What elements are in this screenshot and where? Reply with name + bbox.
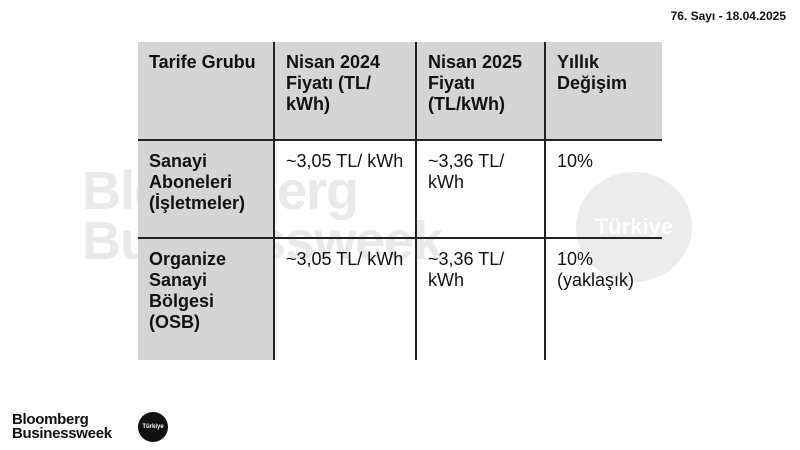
table-cell: ~3,05 TL/ kWh xyxy=(273,237,416,360)
footer-logo-badge: Türkiye xyxy=(138,412,168,442)
header-cell: Nisan 2024 Fiyatı (TL/ kWh) xyxy=(273,42,416,140)
row-label-cell: Sanayi Aboneleri (İşletmeler) xyxy=(138,139,274,238)
table-header-row: Tarife Grubu Nisan 2024 Fiyatı (TL/ kWh)… xyxy=(138,42,662,140)
header-cell: Nisan 2025 Fiyatı (TL/kWh) xyxy=(415,42,545,140)
table-cell: ~3,36 TL/ kWh xyxy=(415,237,545,360)
tariff-table: Tarife Grubu Nisan 2024 Fiyatı (TL/ kWh)… xyxy=(138,42,662,360)
table-cell: ~3,36 TL/ kWh xyxy=(415,139,545,238)
header-cell: Tarife Grubu xyxy=(138,42,274,140)
row-label-cell: Organize Sanayi Bölgesi (OSB) xyxy=(138,237,274,360)
table-row: Organize Sanayi Bölgesi (OSB) ~3,05 TL/ … xyxy=(138,237,662,360)
header-cell: Yıllık Değişim xyxy=(544,42,662,140)
table-cell: 10% (yaklaşık) xyxy=(544,237,662,360)
footer-logo-line1: Bloomberg xyxy=(12,411,89,428)
table-cell: 10% xyxy=(544,139,662,238)
table-cell: ~3,05 TL/ kWh xyxy=(273,139,416,238)
footer-logo-line2: Businessweek xyxy=(12,425,112,442)
footer-logo: Bloomberg Businessweek xyxy=(12,411,112,442)
table-row: Sanayi Aboneleri (İşletmeler) ~3,05 TL/ … xyxy=(138,139,662,238)
issue-date: 76. Sayı - 18.04.2025 xyxy=(670,9,786,23)
